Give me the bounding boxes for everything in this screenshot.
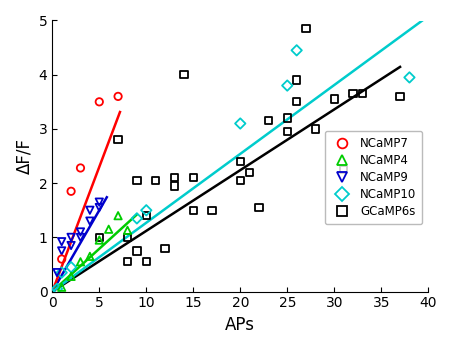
Point [53,270,60,275]
Point [236,159,244,164]
Point [283,83,290,88]
Point [170,183,178,189]
Point [67,265,74,270]
Point [170,175,178,180]
Point [264,118,272,124]
Point [245,170,253,175]
Point [143,259,150,265]
Y-axis label: ΔF/F: ΔF/F [15,138,33,174]
Point [67,243,74,248]
Point [67,188,74,194]
Point [143,207,150,213]
Point [236,121,244,126]
Point [67,235,74,240]
Point [86,207,93,213]
Point [161,245,168,251]
Point [405,75,412,80]
Point [180,72,187,77]
Point [124,259,131,265]
Point [67,274,74,279]
Point [358,91,365,96]
Point [96,205,103,210]
Point [396,94,403,99]
Point [96,237,103,243]
Point [77,259,84,265]
Point [133,248,140,254]
Point [283,115,290,121]
Point [189,175,197,180]
Point [114,137,121,143]
Point [86,218,93,224]
Point [349,91,356,96]
Point [86,254,93,259]
Point [189,207,197,213]
Point [292,77,299,83]
Point [124,235,131,240]
Point [283,129,290,134]
Point [152,178,159,183]
Point [58,270,65,275]
Point [114,94,121,99]
Point [330,96,337,102]
Point [114,213,121,218]
Point [339,167,346,172]
Point [96,199,103,205]
Point [77,235,84,240]
Point [302,26,309,31]
Point [58,248,65,254]
Point [143,213,150,218]
Point [77,165,84,171]
Point [255,205,262,210]
Point [58,256,65,262]
Point [133,216,140,221]
Point [236,178,244,183]
Point [96,99,103,105]
Point [292,99,299,105]
Point [96,235,103,240]
Point [133,178,140,183]
X-axis label: APs: APs [225,316,255,334]
Point [58,239,65,245]
Point [208,207,215,213]
Point [58,284,65,290]
Point [105,227,112,232]
Legend: NCaMP7, NCaMP4, NCaMP9, NCaMP10, GCaMP6s: NCaMP7, NCaMP4, NCaMP9, NCaMP10, GCaMP6s [324,131,421,224]
Point [311,126,318,132]
Point [292,47,299,53]
Point [77,229,84,235]
Point [53,286,60,292]
Point [124,228,131,233]
